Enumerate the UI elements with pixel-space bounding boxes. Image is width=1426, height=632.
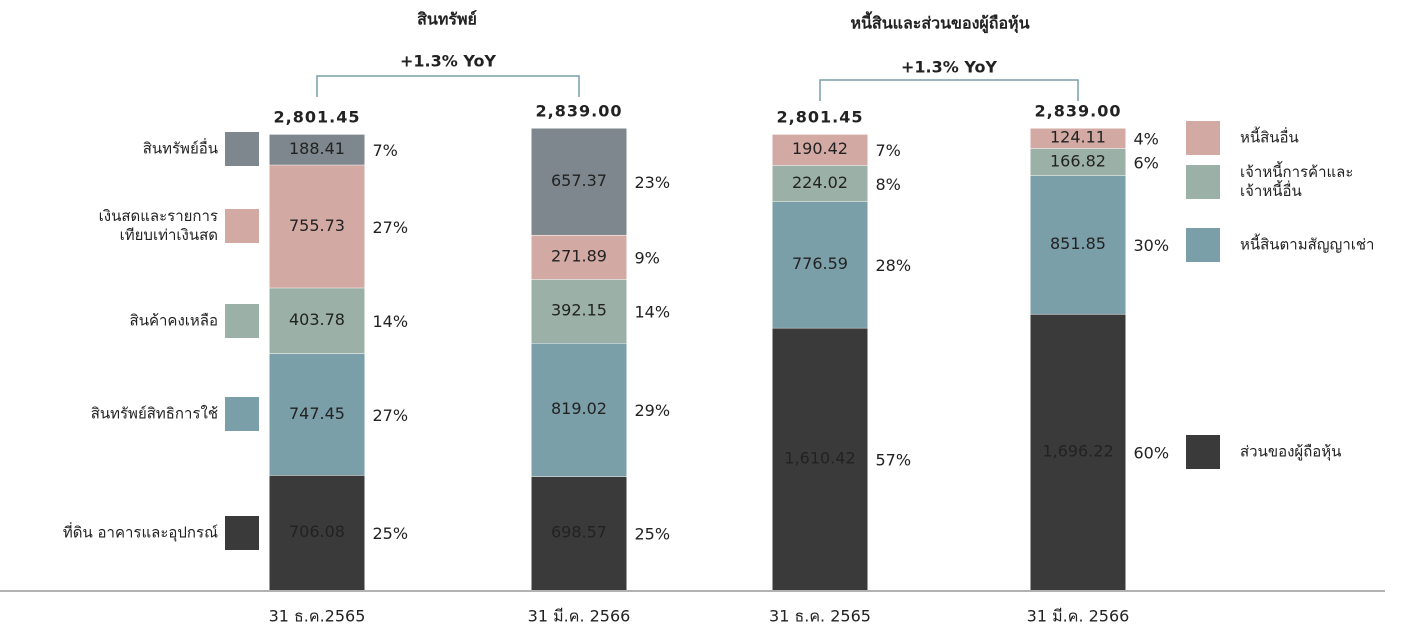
- share-label: 57%: [876, 450, 912, 469]
- bar-segment: [772, 327, 868, 590]
- chart-title: หนี้สินและส่วนของผู้ถือหุ้น: [850, 11, 1029, 35]
- x-tick-label: 31 ธ.ค.2565: [269, 607, 366, 626]
- legend-label: สินทรัพย์อื่น: [142, 139, 218, 158]
- value-label: 747.45: [289, 404, 345, 423]
- legend-swatch: [1186, 121, 1220, 156]
- bar-segment: [269, 134, 365, 165]
- share-label: 27%: [373, 218, 409, 237]
- value-label: 851.85: [1050, 234, 1106, 253]
- legend-label: ที่ดิน อาคารและอุปกรณ์: [62, 523, 218, 542]
- value-label: 698.57: [551, 523, 607, 542]
- share-label: 60%: [1134, 443, 1170, 462]
- bar-segment: [772, 165, 868, 202]
- legend-label: หนี้สินตามสัญญาเช่า: [1240, 235, 1375, 254]
- share-label: 6%: [1134, 153, 1159, 172]
- legend-swatch: [1186, 165, 1220, 200]
- legend-label: หนี้สินอื่น: [1240, 128, 1299, 147]
- bar-segment: [531, 234, 627, 280]
- annotation: +1.3% YoY: [901, 58, 997, 77]
- value-label: 706.08: [289, 522, 345, 541]
- share-label: 14%: [635, 303, 671, 322]
- value-label: 776.59: [792, 254, 848, 273]
- value-label: 224.02: [792, 173, 848, 192]
- value-label: 1,610.42: [784, 448, 855, 467]
- bar-segment: [772, 134, 868, 166]
- bar-segment: [269, 287, 365, 354]
- bar-segment: [531, 279, 627, 344]
- legend-label: ส่วนของผู้ถือหุ้น: [1240, 442, 1342, 461]
- share-label: 7%: [373, 141, 398, 160]
- share-label: 30%: [1134, 236, 1170, 255]
- share-label: 23%: [635, 173, 671, 192]
- yoy-bracket: [316, 75, 580, 97]
- value-label: 1,696.22: [1042, 441, 1113, 460]
- share-label: 25%: [373, 524, 409, 543]
- total-label: 2,839.00: [1035, 102, 1122, 121]
- bar-segment: [1030, 128, 1126, 149]
- value-label: 166.82: [1050, 151, 1106, 170]
- value-label: 403.78: [289, 310, 345, 329]
- bar-segment: [269, 475, 365, 590]
- total-label: 2,839.00: [536, 102, 623, 121]
- share-label: 9%: [635, 249, 660, 268]
- legend-swatch: [225, 515, 259, 550]
- share-label: 25%: [635, 525, 671, 544]
- legend-swatch: [225, 132, 259, 167]
- bar-segment: [1030, 148, 1126, 176]
- bar-segment: [531, 476, 627, 590]
- x-tick-label: 31 ธ.ค. 2565: [769, 607, 871, 626]
- share-label: 4%: [1134, 130, 1159, 149]
- yoy-bracket: [819, 79, 1079, 101]
- value-label: 124.11: [1050, 128, 1106, 147]
- legend-label: สินทรัพย์สิทธิการใช้: [90, 404, 218, 423]
- value-label: 657.37: [551, 171, 607, 190]
- legend-swatch: [225, 303, 259, 338]
- share-label: 8%: [876, 175, 901, 194]
- value-label: 271.89: [551, 247, 607, 266]
- legend-label: เจ้าหนี้การค้าและ เจ้าหนี้อื่น: [1240, 163, 1354, 201]
- x-tick-label: 31 มี.ค. 2566: [528, 607, 631, 626]
- bar-segment: [531, 343, 627, 477]
- bar-segment: [269, 164, 365, 288]
- legend-swatch: [225, 397, 259, 432]
- bar-segment: [772, 201, 868, 328]
- value-label: 755.73: [289, 216, 345, 235]
- chart-title: สินทรัพย์: [417, 10, 477, 29]
- value-label: 819.02: [551, 399, 607, 418]
- bar-segment: [1030, 175, 1126, 314]
- total-label: 2,801.45: [274, 108, 361, 127]
- total-label: 2,801.45: [777, 108, 864, 127]
- legend-swatch: [225, 209, 259, 244]
- share-label: 7%: [876, 141, 901, 160]
- bar-segment: [531, 128, 627, 235]
- legend-swatch: [1186, 227, 1220, 262]
- share-label: 29%: [635, 401, 671, 420]
- bar-segment: [269, 353, 365, 476]
- x-tick-label: 31 มี.ค. 2566: [1027, 607, 1130, 626]
- share-label: 27%: [373, 406, 409, 425]
- legend-label: สินค้าคงเหลือ: [129, 311, 218, 330]
- legend-swatch: [1186, 434, 1220, 469]
- value-label: 188.41: [289, 139, 345, 158]
- bar-segment: [1030, 313, 1126, 590]
- legend-label: เงินสดและรายการ เทียบเท่าเงินสด: [98, 207, 218, 245]
- value-label: 392.15: [551, 301, 607, 320]
- share-label: 14%: [373, 312, 409, 331]
- value-label: 190.42: [792, 139, 848, 158]
- annotation: +1.3% YoY: [400, 52, 496, 71]
- share-label: 28%: [876, 256, 912, 275]
